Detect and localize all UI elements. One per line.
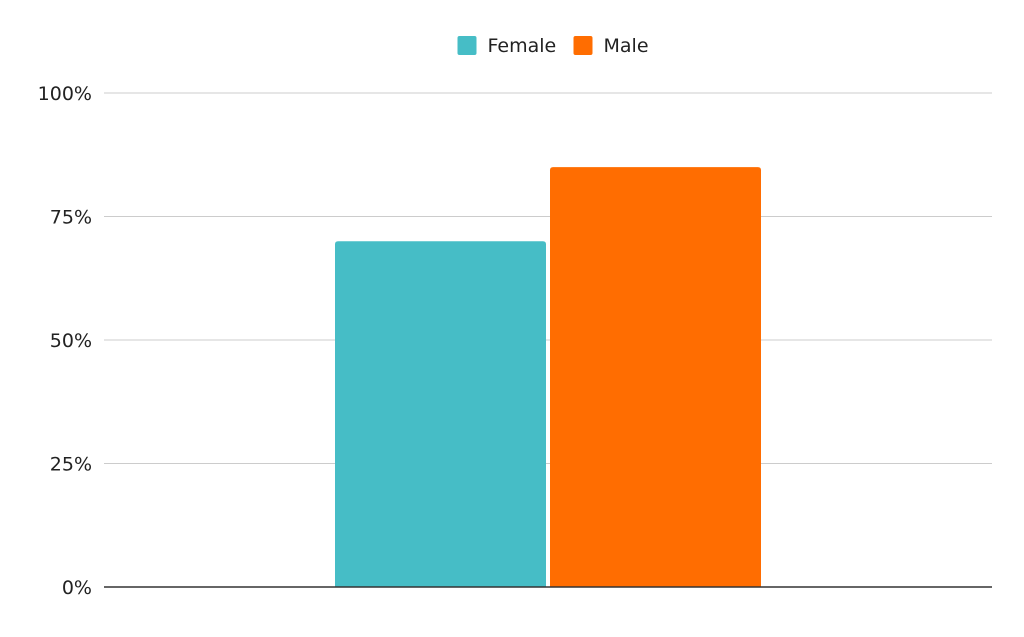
bars xyxy=(335,167,761,587)
legend-label: Female xyxy=(488,35,557,57)
y-axis-tick-labels: 0% 25% 50% 75% 100% xyxy=(38,83,92,599)
legend-item-female[interactable]: Female xyxy=(457,35,557,57)
y-tick-label: 50% xyxy=(50,330,92,352)
legend-swatch xyxy=(457,36,477,55)
y-tick-label: 75% xyxy=(50,207,92,229)
bar-female xyxy=(335,241,546,587)
legend-swatch xyxy=(573,36,593,55)
y-tick-label: 0% xyxy=(62,577,92,599)
bar-male xyxy=(550,167,761,587)
legend-item-male[interactable]: Male xyxy=(573,35,649,57)
gridlines xyxy=(104,92,992,464)
y-tick-label: 100% xyxy=(38,83,92,105)
legend-label: Male xyxy=(604,35,649,57)
legend: Female Male xyxy=(457,35,649,57)
y-tick-label: 25% xyxy=(50,454,92,476)
